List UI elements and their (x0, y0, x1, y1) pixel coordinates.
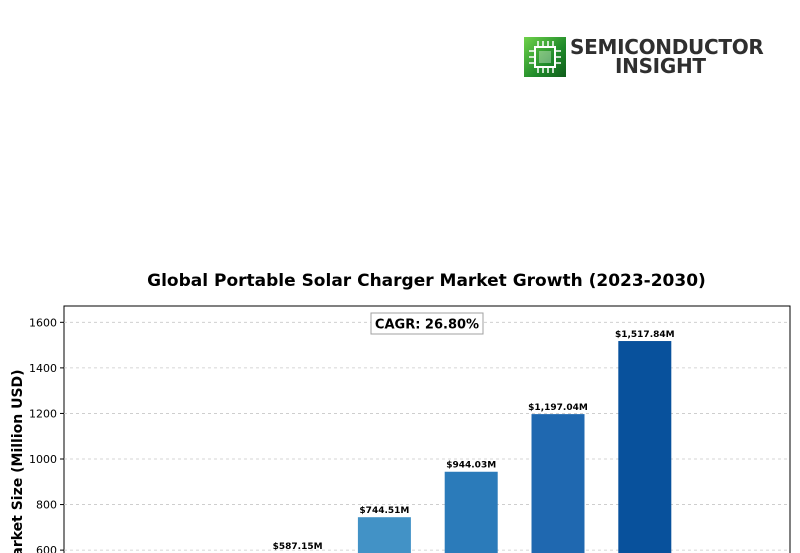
y-tick-label: 600 (36, 544, 57, 553)
logo-text-semiconductor: SEMICONDUCTOR (570, 35, 764, 59)
data-label-2029: $1,517.84M (615, 330, 675, 340)
cagr-annotation: CAGR: 26.80% (375, 318, 479, 333)
data-label-2028: $1,197.04M (528, 403, 588, 413)
y-tick-label: 800 (36, 499, 57, 512)
bar-2029 (618, 341, 672, 553)
bar-2027 (444, 471, 498, 553)
y-tick-label: 1200 (29, 407, 57, 420)
chip-icon (524, 37, 566, 77)
plot-frame (63, 305, 791, 553)
data-label-2025: $587.15M (273, 542, 323, 552)
y-axis-label: Market Size (Million USD) (10, 369, 26, 553)
bar-2026 (357, 517, 411, 553)
y-tick-label: 1400 (29, 362, 57, 375)
data-label-2026: $744.51M (359, 506, 409, 516)
y-tick-label: 1000 (29, 453, 57, 466)
semiconductor-insight-logo: SEMICONDUCTOR INSIGHT (524, 35, 764, 79)
cagr-box (370, 312, 484, 335)
y-tick-label: 1600 (29, 316, 57, 329)
data-label-2027: $944.03M (446, 461, 496, 471)
logo-text-insight: INSIGHT (615, 54, 706, 78)
chart-title: Global Portable Solar Charger Market Gro… (147, 271, 706, 291)
bar-2028 (531, 414, 585, 553)
